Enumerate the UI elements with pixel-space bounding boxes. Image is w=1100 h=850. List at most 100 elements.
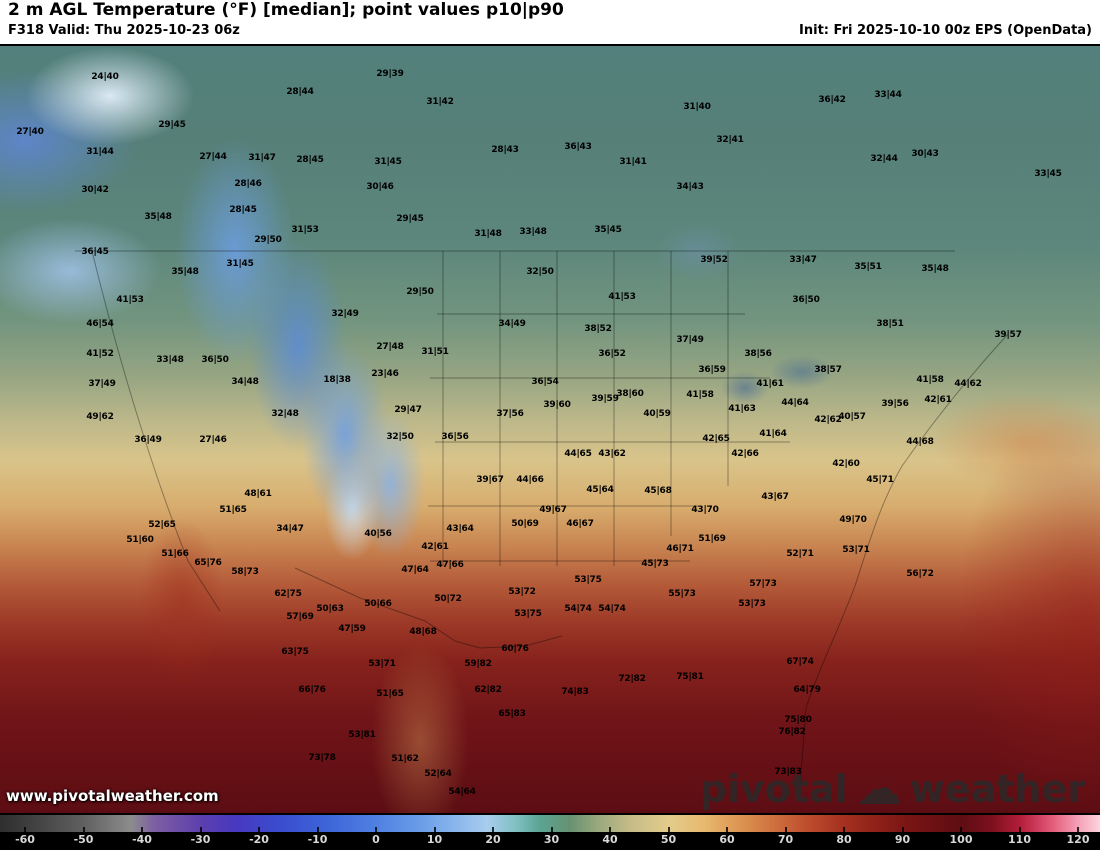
point-value: 31|45 bbox=[374, 157, 402, 167]
cloud-icon: ☁ bbox=[855, 761, 902, 815]
point-value: 43|70 bbox=[691, 505, 719, 515]
point-value: 44|68 bbox=[906, 437, 934, 447]
point-value: 29|50 bbox=[254, 235, 282, 245]
point-value: 51|65 bbox=[376, 689, 404, 699]
colorbar-tick-mark bbox=[726, 827, 728, 832]
point-value: 36|42 bbox=[818, 95, 846, 105]
point-value: 39|56 bbox=[881, 399, 909, 409]
temperature-colorbar: -60 -50 -40 -30 -20 -10 0 10 20 30 40 50 60 70 80 90 100… bbox=[0, 815, 1100, 850]
point-value: 75|81 bbox=[676, 672, 704, 682]
point-value: 64|79 bbox=[793, 685, 821, 695]
point-value: 47|64 bbox=[401, 565, 429, 575]
point-value: 36|52 bbox=[598, 349, 626, 359]
point-value: 48|61 bbox=[244, 489, 272, 499]
colorbar-tick-mark bbox=[433, 827, 436, 832]
point-value: 38|56 bbox=[744, 349, 772, 359]
point-value: 27|46 bbox=[199, 435, 227, 445]
point-value: 32|41 bbox=[716, 135, 744, 145]
point-value: 53|72 bbox=[508, 587, 536, 597]
point-value: 54|74 bbox=[598, 604, 626, 614]
point-layer: 24|40 29|39 28|44 31|42 31|40 36|42 33|44 27|40… bbox=[0, 46, 1100, 813]
point-value: 33|48 bbox=[519, 227, 547, 237]
point-value: 31|48 bbox=[474, 229, 502, 239]
point-value: 46|67 bbox=[566, 519, 594, 529]
point-value: 48|68 bbox=[409, 627, 437, 637]
point-value: 34|47 bbox=[276, 524, 304, 534]
colorbar-tick-mark bbox=[82, 827, 85, 832]
point-value: 72|82 bbox=[618, 674, 646, 684]
temperature-field bbox=[0, 46, 1100, 813]
point-value: 36|45 bbox=[81, 247, 109, 257]
colorbar-tick-label: 60 bbox=[719, 833, 735, 846]
point-value: 54|64 bbox=[448, 787, 476, 797]
point-value: 62|82 bbox=[474, 685, 502, 695]
point-value: 29|45 bbox=[396, 214, 424, 224]
point-value: 24|40 bbox=[91, 72, 119, 82]
point-value: 51|60 bbox=[126, 535, 154, 545]
point-value: 53|71 bbox=[368, 659, 396, 669]
point-value: 34|48 bbox=[231, 377, 259, 387]
colorbar-tick-label: 30 bbox=[543, 833, 560, 846]
point-value: 73|83 bbox=[774, 767, 802, 777]
point-value: 41|58 bbox=[916, 375, 944, 385]
point-value: 41|63 bbox=[728, 404, 756, 414]
colorbar-tick-label: -10 bbox=[307, 833, 328, 846]
point-value: 43|64 bbox=[446, 524, 474, 534]
point-value: 44|62 bbox=[954, 379, 982, 389]
point-value: 41|53 bbox=[116, 295, 144, 305]
point-value: 58|73 bbox=[231, 567, 259, 577]
state-borders-vertical bbox=[442, 251, 729, 566]
point-value: 47|66 bbox=[436, 560, 464, 570]
point-value: 44|65 bbox=[564, 449, 592, 459]
colorbar-tick-label: 70 bbox=[777, 833, 794, 846]
point-value: 31|45 bbox=[226, 259, 254, 269]
colorbar-gradient bbox=[0, 815, 1100, 832]
colorbar-tick-mark bbox=[1018, 827, 1021, 832]
colorbar-tick-label: -20 bbox=[249, 833, 269, 846]
watermark: www.pivotalweather.com bbox=[6, 787, 219, 805]
colorbar-tick-mark bbox=[843, 827, 845, 832]
point-value: 35|48 bbox=[144, 212, 172, 222]
point-value: 65|76 bbox=[194, 558, 222, 568]
point-value: 31|40 bbox=[683, 102, 711, 112]
colorbar-tick-label: 50 bbox=[660, 833, 677, 846]
point-value: 27|40 bbox=[16, 127, 44, 137]
point-value: 37|49 bbox=[676, 335, 704, 345]
point-value: 29|50 bbox=[406, 287, 434, 297]
colorbar-tick-label: 20 bbox=[485, 833, 501, 846]
header-meta: F318 Valid: Thu 2025-10-23 06z Init: Fri… bbox=[8, 23, 1092, 38]
point-value: 31|42 bbox=[426, 97, 454, 107]
colorbar-tick-mark bbox=[550, 827, 553, 832]
point-value: 41|61 bbox=[756, 379, 784, 389]
colorbar-tick-label: 120 bbox=[1066, 833, 1090, 846]
point-value: 62|75 bbox=[274, 589, 302, 599]
point-value: 39|59 bbox=[591, 394, 619, 404]
colorbar-tick-label: -60 bbox=[15, 833, 35, 846]
point-value: 35|48 bbox=[171, 267, 199, 277]
point-value: 28|44 bbox=[286, 87, 314, 97]
header: 2 m AGL Temperature (°F) [median]; point… bbox=[0, 0, 1100, 44]
point-value: 45|64 bbox=[586, 485, 614, 495]
point-value: 42|65 bbox=[702, 434, 730, 444]
point-value: 30|43 bbox=[911, 149, 939, 159]
point-value: 50|69 bbox=[511, 519, 539, 529]
point-value: 53|71 bbox=[842, 545, 870, 555]
colorbar-tick-mark bbox=[316, 827, 319, 832]
colorbar-tick-mark bbox=[375, 827, 377, 832]
point-value: 54|74 bbox=[564, 604, 592, 614]
point-value: 55|73 bbox=[668, 589, 696, 599]
point-value: 74|83 bbox=[561, 687, 589, 697]
point-value: 37|56 bbox=[496, 409, 524, 419]
point-value: 75|80 bbox=[784, 715, 812, 725]
point-value: 52|65 bbox=[148, 520, 176, 530]
point-value: 41|64 bbox=[759, 429, 787, 439]
colorbar-tick-label: 90 bbox=[894, 833, 911, 846]
point-value: 31|41 bbox=[619, 157, 647, 167]
colorbar-tick-label: -50 bbox=[73, 833, 94, 846]
point-value: 32|48 bbox=[271, 409, 299, 419]
point-value: 40|57 bbox=[838, 412, 866, 422]
point-value: 39|67 bbox=[476, 475, 504, 485]
point-value: 66|76 bbox=[298, 685, 326, 695]
point-value: 60|76 bbox=[501, 644, 529, 654]
point-value: 49|70 bbox=[839, 515, 867, 525]
